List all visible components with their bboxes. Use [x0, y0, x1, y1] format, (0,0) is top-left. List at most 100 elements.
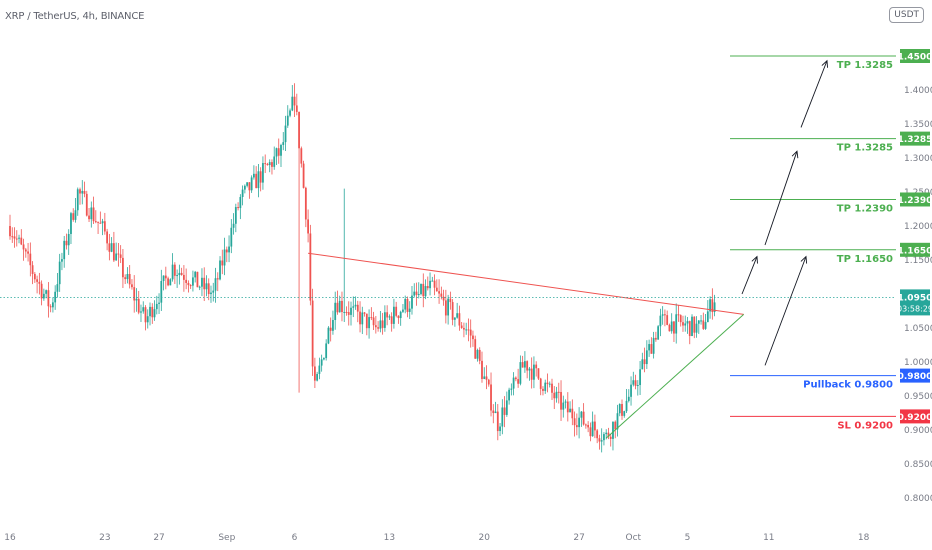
candle-body [27, 251, 29, 254]
candle-body [408, 308, 411, 312]
candle-body [325, 343, 328, 359]
candle-body [524, 361, 526, 368]
candle-body [110, 243, 113, 252]
candle-body [706, 311, 709, 323]
candle-body [131, 284, 133, 288]
candle-body [431, 280, 434, 282]
candle-body [494, 411, 497, 414]
candle-body [686, 321, 689, 324]
currency-button[interactable]: USDT [889, 7, 924, 23]
candle-body [164, 275, 167, 279]
candle-body [223, 249, 226, 266]
candle-body [29, 253, 32, 266]
candle-body [313, 366, 316, 381]
price-tag-text: 1.4500 [898, 53, 932, 63]
candle-body [393, 306, 395, 324]
candle-body [521, 362, 524, 368]
candle-body [253, 173, 255, 178]
candle-body [397, 315, 400, 319]
candle-body [517, 379, 520, 384]
candle-body [704, 322, 707, 329]
candle-body [259, 171, 262, 183]
candle-body [176, 275, 179, 277]
price-tag-pullback [900, 368, 930, 383]
trendline-descending-resistance[interactable] [308, 252, 744, 315]
candle-body [85, 193, 88, 216]
candle-body [447, 298, 450, 316]
time-tick-label: Oct [626, 533, 642, 543]
candle-body [309, 233, 312, 301]
candle-body [241, 189, 244, 197]
candle-body [395, 306, 398, 316]
candle-body [300, 148, 303, 164]
candle-body [219, 260, 221, 280]
candle-body [67, 233, 70, 246]
candle-body [22, 244, 25, 250]
candle-body [514, 377, 517, 380]
time-tick-label: 27 [573, 533, 584, 543]
candle-body [350, 307, 352, 315]
candle-body [673, 321, 675, 334]
candle-body [250, 177, 253, 191]
price-tag-tp-4500 [900, 49, 930, 63]
candle-body [530, 368, 533, 380]
candle-body [539, 378, 542, 389]
price-tag-text: 0.9200 [898, 413, 932, 423]
candle-body [196, 271, 199, 288]
candle-body [404, 298, 407, 310]
candle-body [264, 163, 267, 165]
candle-body [483, 376, 486, 379]
candle-body [512, 377, 515, 389]
candle-body [38, 281, 41, 284]
candle-body [630, 384, 632, 397]
candle-body [289, 110, 291, 116]
candle-body [198, 286, 201, 288]
candle-body [221, 260, 224, 266]
candle-body [415, 291, 418, 295]
candle-body [691, 316, 693, 337]
projection-arrow-line [741, 256, 758, 295]
candle-body [160, 280, 163, 303]
candle-body [119, 254, 122, 258]
time-tick-label: 16 [4, 533, 16, 543]
price-tag-text: 1.3285 [898, 135, 932, 145]
candle-body [106, 231, 109, 244]
trendline-ascending-support[interactable] [605, 314, 745, 439]
candle-body [616, 413, 619, 430]
current-price-value: 1.0950 [898, 293, 932, 303]
level-label-tp-4500: TP 1.3285 [837, 60, 893, 71]
candle-body [402, 309, 404, 312]
candle-body [670, 321, 673, 332]
candle-body [167, 278, 169, 286]
candle-body [426, 286, 429, 289]
candle-body [605, 432, 608, 435]
time-tick-label: 13 [384, 533, 395, 543]
price-tick-label: 1.0500 [904, 324, 932, 334]
candle-body [311, 300, 314, 367]
candle-body [262, 163, 264, 183]
candle-body [83, 190, 86, 194]
price-tags: 1.4500 1.3285 1.2390 1.1650 0.9800 0.9200 1.09… [897, 49, 932, 424]
candle-body [203, 277, 206, 290]
candle-body [537, 368, 540, 379]
candle-body [697, 320, 700, 324]
candle-body [108, 243, 111, 252]
candle-body [368, 317, 370, 329]
candle-body [273, 156, 276, 167]
candle-body [232, 223, 235, 228]
candle-body [140, 311, 142, 313]
candle-body [682, 322, 684, 326]
candle-body [239, 196, 242, 209]
candle-body [551, 383, 553, 393]
candle-body [505, 400, 508, 415]
candle-body [277, 148, 280, 156]
price-tag-text: 1.1650 [898, 246, 932, 256]
candle-body [212, 290, 215, 293]
candle-body [343, 311, 346, 313]
candle-body [566, 401, 569, 413]
candle-body [442, 296, 445, 301]
candle-body [411, 295, 413, 309]
